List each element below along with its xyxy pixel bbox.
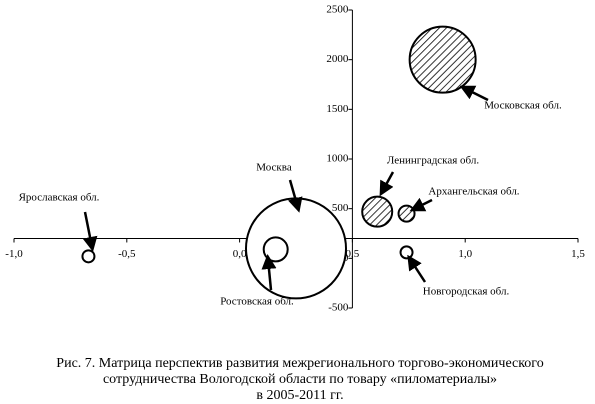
caption: в 2005-2011 гг. — [256, 388, 343, 403]
bubble — [397, 204, 416, 223]
annotation-arrow — [459, 85, 489, 102]
point-label: Новгородская обл. — [423, 286, 510, 298]
y-tick-label: 1500 — [326, 103, 349, 115]
bubble — [399, 245, 414, 260]
point-label: Москва — [256, 162, 292, 174]
annotation-arrow — [409, 197, 433, 212]
annotation-arrow — [82, 211, 98, 252]
caption: Рис. 7. Матрица перспектив развития межр… — [56, 356, 543, 371]
x-tick-label: -0,5 — [118, 248, 136, 260]
annotation-arrow — [379, 171, 395, 197]
annotation-arrow — [288, 179, 303, 213]
annotation-arrow — [407, 254, 427, 283]
caption: сотрудничества Вологодской области по то… — [103, 372, 497, 387]
y-tick-label: 2000 — [326, 53, 349, 65]
bubble — [361, 195, 394, 228]
bubble — [81, 249, 96, 264]
annotation-arrow — [261, 254, 277, 291]
bubble — [245, 197, 347, 300]
point-label: Ленинградская обл. — [387, 155, 479, 167]
y-tick-label: 500 — [332, 202, 349, 214]
y-tick-label: 1000 — [326, 153, 349, 165]
y-tick-label: -500 — [328, 302, 349, 314]
point-label: Ярославская обл. — [19, 192, 100, 204]
point-label: Ростовская обл. — [220, 296, 294, 308]
y-tick-label: 2500 — [326, 4, 349, 16]
x-tick-label: 1,5 — [571, 248, 585, 260]
bubble — [408, 25, 477, 94]
plot-area: -50005001000150020002500-1,0-0,50,00,51,… — [5, 4, 585, 314]
point-label: Московская обл. — [484, 100, 562, 112]
x-tick-label: 0,5 — [346, 248, 360, 260]
x-tick-label: 1,0 — [458, 248, 472, 260]
x-tick-label: 0,0 — [233, 248, 247, 260]
x-tick-label: -1,0 — [5, 248, 23, 260]
bubble — [262, 236, 289, 263]
point-label: Архангельская обл. — [428, 186, 519, 198]
